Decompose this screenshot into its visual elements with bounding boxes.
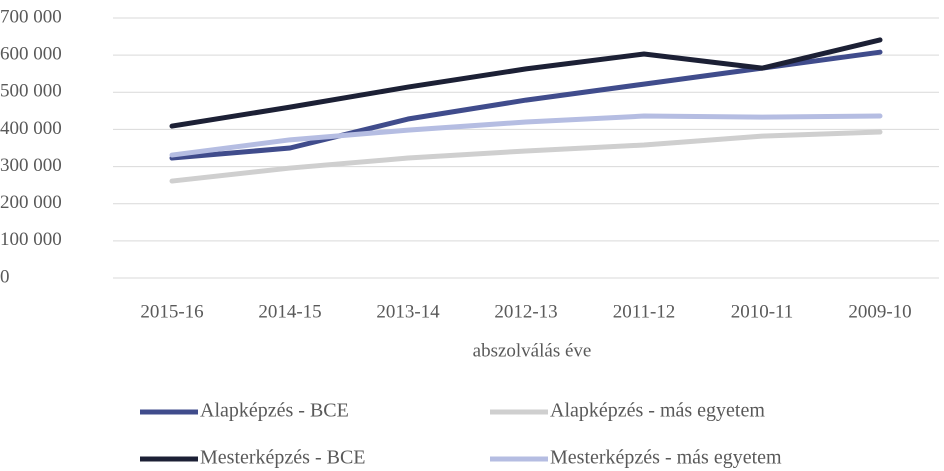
legend-label: Alapképzés - más egyetem — [550, 400, 765, 422]
x-tick-label: 2011-12 — [613, 301, 676, 322]
series-line — [169, 37, 883, 129]
series-line — [169, 129, 883, 184]
x-tick-label: 2013-14 — [376, 301, 440, 322]
x-tick-label: 2009-10 — [848, 301, 911, 322]
series-line — [169, 113, 883, 158]
y-tick-label: 200 000 — [0, 192, 62, 213]
y-tick-label: 100 000 — [0, 229, 62, 250]
legend-label: Alapképzés - BCE — [200, 400, 349, 422]
y-tick-label: 700 000 — [0, 6, 62, 27]
x-tick-label: 2014-15 — [258, 301, 321, 322]
legend-label: Mesterképzés - más egyetem — [550, 447, 782, 469]
x-tick-label: 2012-13 — [494, 301, 557, 322]
y-tick-label: 300 000 — [0, 155, 62, 176]
x-tick-label: 2015-16 — [140, 301, 203, 322]
y-tick-label: 400 000 — [0, 118, 62, 139]
legend-label: Mesterképzés - BCE — [200, 447, 366, 469]
x-axis-label: abszolválás éve — [473, 340, 592, 361]
y-tick-label: 500 000 — [0, 81, 62, 102]
x-tick-label: 2010-11 — [731, 301, 794, 322]
y-tick-label: 600 000 — [0, 44, 62, 65]
y-tick-label: 0 — [0, 266, 10, 287]
